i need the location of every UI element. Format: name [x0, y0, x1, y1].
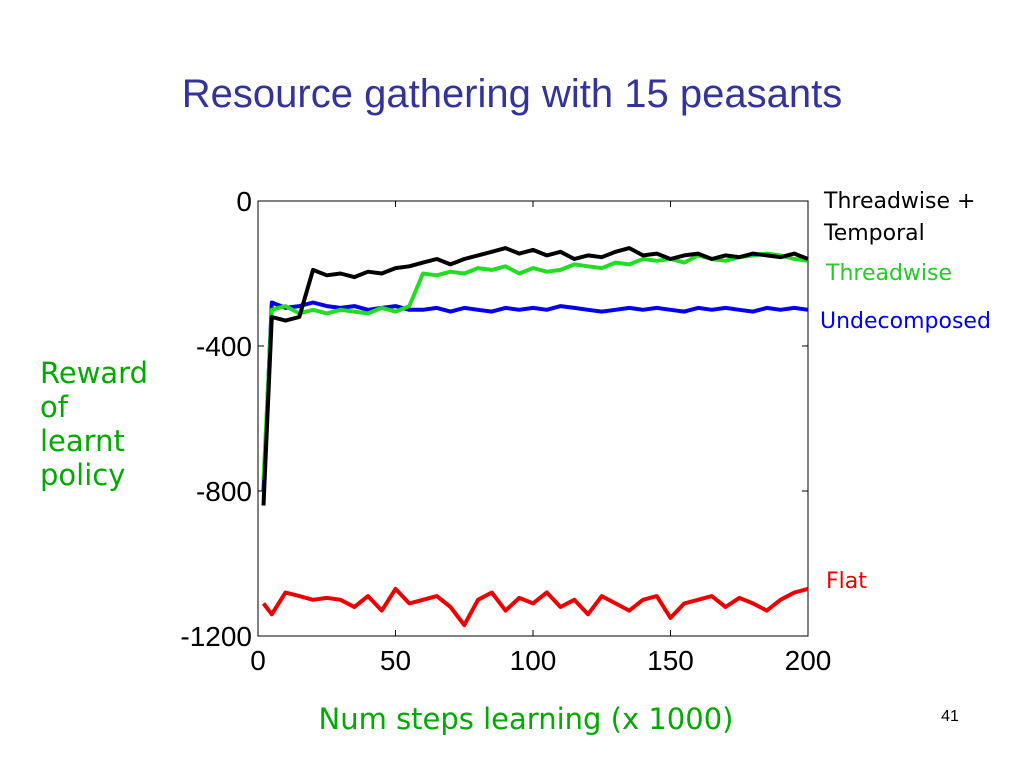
x-tick-label: 0 [250, 645, 266, 676]
x-tick-label: 100 [510, 645, 557, 676]
x-axis-label: Num steps learning (x 1000) [318, 702, 734, 736]
y-axis-label-line: learnt [40, 424, 125, 458]
y-axis-label-line: of [40, 390, 68, 424]
slide-title: Resource gathering with 15 peasants [181, 72, 843, 116]
series-threadwise-line [261, 251, 809, 481]
legend-label-line: Threadwise [826, 261, 953, 286]
legend-threadwise-temporal: Threadwise + Temporal [824, 186, 975, 250]
y-axis-label-line: policy [40, 458, 126, 492]
legend-undecomposed: Undecomposed [820, 306, 991, 338]
legend-label-line: Flat [826, 569, 867, 594]
series-undecomposed-line [261, 300, 809, 492]
y-tick-label: -1200 [180, 621, 252, 652]
series-threadwise-temporal-line [261, 246, 809, 506]
y-tick-label: -400 [196, 331, 252, 362]
x-tick-label: 200 [785, 645, 832, 676]
series-flat-line [261, 586, 809, 628]
legend-label-line: Threadwise + [824, 189, 976, 214]
legend-flat: Flat [826, 566, 867, 598]
x-tick-label: 50 [380, 645, 411, 676]
x-tick-label: 150 [647, 645, 694, 676]
y-tick-label: -800 [196, 476, 252, 507]
slide-number: 41 [941, 708, 959, 725]
y-axis-label: Reward of learnt policy [40, 356, 170, 492]
legend-label-line: Temporal [824, 221, 925, 246]
legend-label-line: Undecomposed [820, 309, 991, 334]
legend-threadwise: Threadwise [826, 258, 952, 290]
y-axis-label-line: Reward [40, 356, 148, 390]
y-tick-label: 0 [236, 186, 252, 217]
